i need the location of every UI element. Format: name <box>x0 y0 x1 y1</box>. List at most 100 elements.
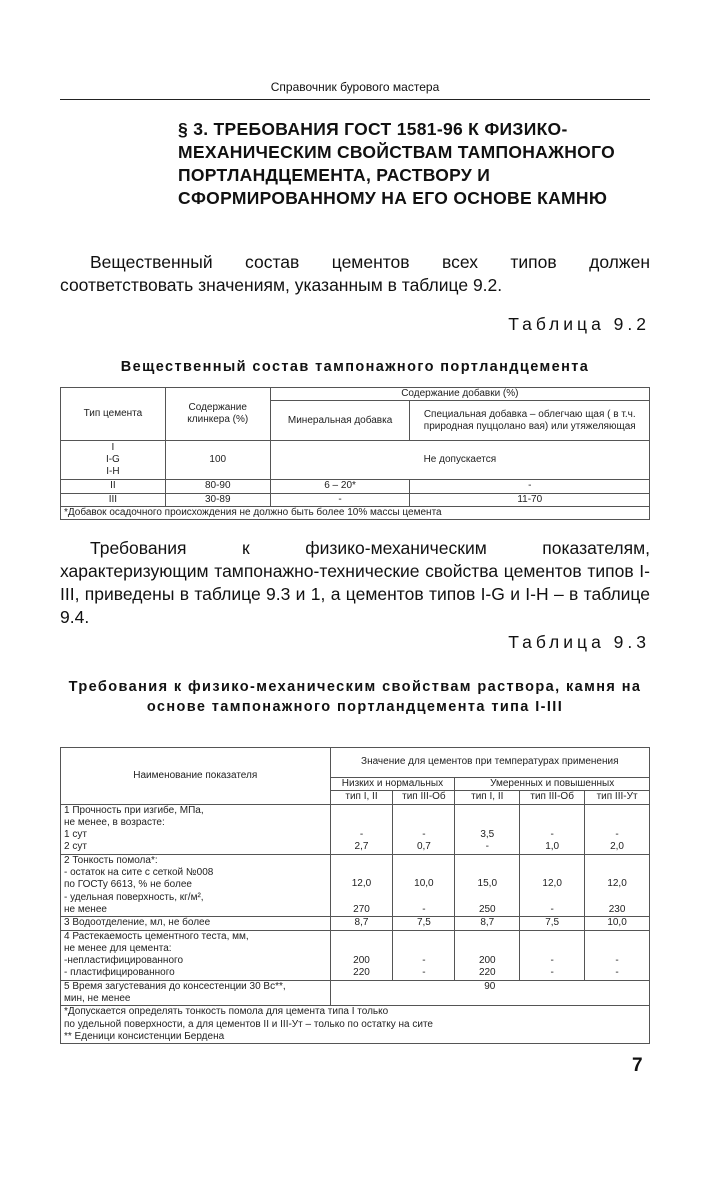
table-row: I I-G I-H 100 Не допускается <box>60 440 651 481</box>
line: - удельная поверхность, кг/м², <box>64 891 204 903</box>
cell: -- <box>392 929 456 981</box>
value: 200 <box>478 955 496 967</box>
cell: -1,0 <box>519 803 586 855</box>
cell: 200 220 <box>454 929 521 981</box>
indicator-name: 5 Время загустевания до консестенции 30 … <box>60 979 331 1007</box>
value: - <box>550 829 554 841</box>
cell: I <box>111 441 115 453</box>
value: 7,5 <box>545 917 560 929</box>
value: 250 <box>478 903 496 915</box>
table-footnotes: *Допускается определять тонкость помола … <box>60 1005 650 1045</box>
header-cell: Содержание добавки (%) <box>269 386 651 402</box>
cell: -2,7 <box>329 803 394 855</box>
indicator-name: 4 Растекаемость цементного теста, мм, не … <box>60 929 331 981</box>
table-row: 5 Время загустевания до консестенции 30 … <box>60 979 651 1007</box>
line: не менее, в возрасте: <box>64 816 165 828</box>
value: 8,7 <box>354 917 369 929</box>
line: не менее <box>64 903 107 915</box>
indicator-name: 3 Водоотделение, мл, не более <box>60 916 331 931</box>
line: по ГОСТу 6613, % не более <box>64 879 192 891</box>
value: - <box>615 829 619 841</box>
table-title: Вещественный состав тампонажного портлан… <box>120 359 590 375</box>
cell: - <box>269 492 411 507</box>
value: 12,0 <box>542 877 562 889</box>
header-cell: тип I, II <box>454 790 521 805</box>
value: - <box>485 841 489 853</box>
cell: 7,5 <box>392 916 456 931</box>
value: - <box>550 903 554 915</box>
cell: 200 220 <box>329 929 394 981</box>
cell: 7,5 <box>519 916 586 931</box>
header-cell: Тип цемента <box>60 386 166 442</box>
cell: -0,7 <box>392 803 456 855</box>
table-label: Таблица 9.2 <box>508 314 650 334</box>
cell: -- <box>519 929 586 981</box>
header-cell: тип III-Об <box>392 790 456 805</box>
paragraph: Вещественный состав цементов всех типов … <box>60 252 650 295</box>
table-row: II 80-90 6 – 20* - <box>60 479 650 494</box>
running-header: Справочник бурового мастера <box>270 80 440 94</box>
value: - <box>422 903 426 915</box>
value: - <box>359 829 364 841</box>
line: -непластифицированного <box>64 955 183 967</box>
header-cell: тип III-Ут <box>584 790 650 805</box>
footnote: ** Еденици консистенции Бердена <box>64 1030 225 1042</box>
table-9-2: Тип цемента Содержание клинкера (%) Соде… <box>60 386 651 521</box>
footnote: *Допускается определять тонкость помола … <box>64 1006 389 1018</box>
cell: 10,0 <box>584 916 650 931</box>
header-cell: Низких и нормальных <box>329 776 456 792</box>
cell: 30-89 <box>164 492 271 507</box>
cell: 80-90 <box>164 479 271 494</box>
cell: 6 – 20* <box>269 479 411 494</box>
cell: 12,0 230 <box>584 853 650 918</box>
value: - <box>422 955 426 967</box>
value: - <box>550 955 554 967</box>
cell: 100 <box>164 440 271 481</box>
table-row: 1 Прочность при изгибе, МПа, не менее, в … <box>60 803 650 855</box>
value: 7,5 <box>416 917 431 929</box>
value: 220 <box>478 967 496 979</box>
line: 3 Водоотделение, мл, не более <box>64 917 211 929</box>
table-label: Таблица 9.3 <box>508 632 650 652</box>
indicator-name: 2 Тонкость помола*: - остаток на сите с с… <box>60 853 331 918</box>
cell: 8,7 <box>329 916 394 931</box>
line: 1 сут <box>64 829 87 841</box>
value: 12,0 <box>351 877 372 889</box>
cell: -2,0 <box>584 803 650 855</box>
cell: 12,0 - <box>519 853 586 918</box>
table-footnote: *Добавок осадочного происхождения не дол… <box>60 505 650 521</box>
value: 220 <box>353 967 370 979</box>
header-cell: Наименование показателя <box>60 747 331 805</box>
cell: 12,0 270 <box>329 853 394 918</box>
cell: -- <box>584 929 650 981</box>
line: 1 Прочность при изгибе, МПа, <box>64 804 204 816</box>
table-row: 4 Растекаемость цементного теста, мм, не … <box>60 929 650 981</box>
header-cell: Значение для цементов при температурах п… <box>329 747 651 778</box>
line: - пластифицированного <box>64 967 175 979</box>
value: 15,0 <box>477 877 498 889</box>
cell: 90 <box>329 979 651 1007</box>
cell: 8,7 <box>454 916 521 931</box>
paragraph: Требования к физико-механическим показат… <box>60 538 650 627</box>
value: 12,0 <box>607 877 627 889</box>
value: 2,0 <box>610 841 624 853</box>
table-title: Требования к физико-механическим свойств… <box>68 679 642 715</box>
value: 3,5 <box>480 829 495 841</box>
value: 1,0 <box>545 841 560 853</box>
header-cell: Умеренных и повышенных <box>454 776 650 792</box>
line: 2 сут <box>64 841 87 853</box>
value: 200 <box>353 955 370 967</box>
header-cell: Специальная добавка – облегчаю щая ( в т… <box>409 400 650 442</box>
value: 2,7 <box>354 841 369 853</box>
value: 10,0 <box>607 917 627 929</box>
value: 230 <box>608 903 626 915</box>
footnote: по удельной поверхности, а для цементов … <box>64 1018 433 1030</box>
header-cell: Минеральная добавка <box>269 400 411 442</box>
cell: 15,0 250 <box>454 853 521 918</box>
indicator-name: 1 Прочность при изгибе, МПа, не менее, в … <box>60 803 331 855</box>
page-number: 7 <box>632 1055 643 1076</box>
table-row: 2 Тонкость помола*: - остаток на сите с с… <box>60 853 650 918</box>
table-9-3: Наименование показателя Значение для цем… <box>60 747 651 1045</box>
header-rule <box>60 99 650 100</box>
value: - <box>422 967 426 979</box>
